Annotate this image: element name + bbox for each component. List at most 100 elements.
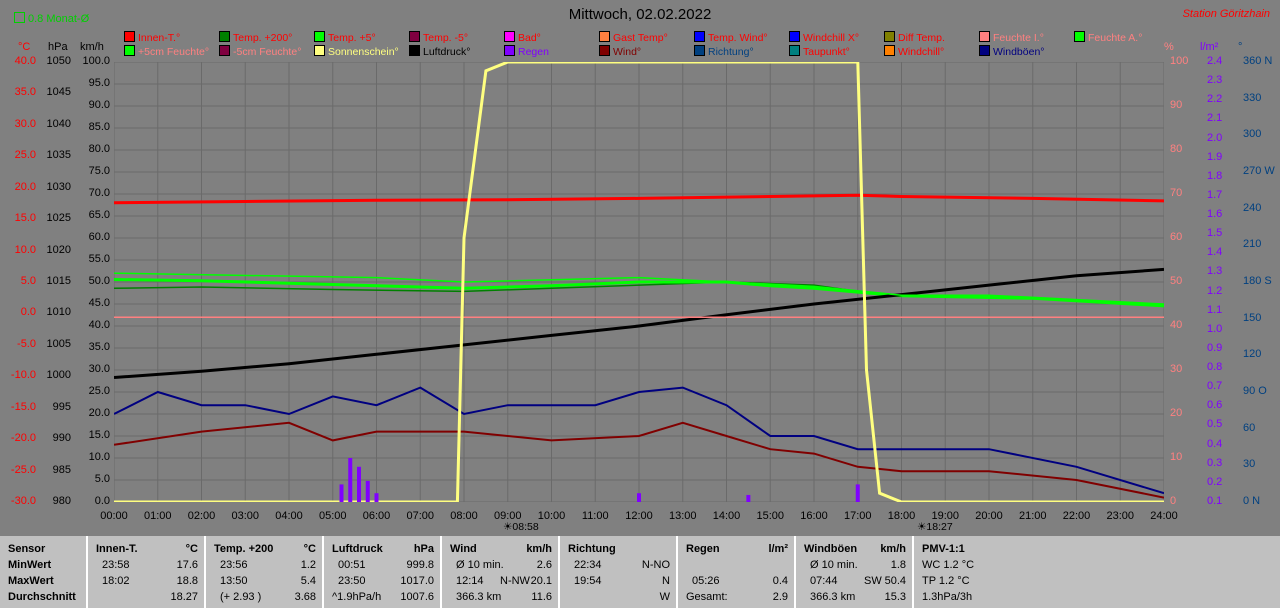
stats-time: Ø 10 min. (810, 559, 858, 571)
direction-tick: 210 (1243, 238, 1262, 251)
stats-direction: SW (864, 575, 882, 587)
legend-item: Richtung° (694, 45, 754, 58)
stats-header: Innen-T. (96, 543, 138, 555)
stats-note: 366.3 km (810, 591, 856, 603)
legend-swatch (599, 45, 610, 56)
legend-label: Richtung° (708, 46, 754, 58)
rain-tick: 0.1 (1207, 495, 1223, 507)
rain-bar (339, 484, 344, 502)
stats-value: 999.8 (406, 559, 434, 571)
wind-axis-unit: km/h (80, 41, 104, 53)
x-tick: 23:00 (1106, 510, 1135, 522)
wind-tick: 85.0 (88, 121, 110, 133)
stats-value: 17.6 (176, 559, 198, 571)
legend-item: Windchill° (884, 45, 944, 58)
wind-tick: 95.0 (88, 77, 110, 89)
legend-item: Windböen° (979, 45, 1044, 58)
legend-label: Feuchte A.° (1088, 32, 1143, 44)
legend-item: Temp. +5° (314, 31, 376, 44)
legend-label: Feuchte I.° (993, 32, 1044, 44)
legend-item: Temp. Wind° (694, 31, 768, 44)
moon-average-label: 0.8 Monat-Ø (14, 12, 89, 25)
legend-item: Taupunkt° (789, 45, 850, 58)
rain-bar (365, 480, 370, 502)
stats-value: 11.6 (531, 591, 552, 603)
stats-value: 1.2 (300, 559, 316, 571)
legend-label: Temp. -5° (423, 32, 469, 44)
x-tick: 02:00 (187, 510, 216, 522)
legend-item: Feuchte I.° (979, 31, 1044, 44)
legend-swatch (504, 45, 515, 56)
stats-value: 18.8 (176, 575, 198, 587)
stats-header: Wind (450, 543, 477, 555)
legend-swatch (694, 31, 705, 42)
legend-swatch (599, 31, 610, 42)
humidity-axis-unit: % (1164, 41, 1174, 53)
stats-row-label: MinWert (8, 559, 52, 571)
temp-tick: 20.0 (14, 180, 36, 193)
x-tick: 13:00 (668, 510, 697, 522)
stats-header: Sensor (8, 543, 46, 555)
stats-value: 50.4 (884, 575, 906, 587)
x-tick: 10:00 (537, 510, 566, 522)
direction-tick: 60 (1243, 421, 1256, 434)
stats-time: 23:50 (338, 575, 366, 587)
stats-unit: °C (185, 543, 198, 555)
direction-tick: 360 N (1243, 55, 1273, 67)
humidity-tick: 60 (1170, 231, 1183, 243)
legend-label: Temp. +5° (328, 32, 376, 44)
pressure-tick: 1000 (46, 369, 71, 382)
series-layer (114, 62, 1164, 502)
legend-item: Temp. +200° (219, 31, 292, 44)
direction-tick: 270 W (1243, 165, 1275, 177)
humidity-tick: 100 (1170, 55, 1189, 67)
direction-tick: 150 (1243, 311, 1262, 324)
stats-time: 12:14 (456, 575, 484, 587)
stats-row-label: MaxWert (8, 575, 54, 587)
wind-tick: 75.0 (88, 165, 110, 177)
rain-tick: 1.7 (1207, 188, 1223, 201)
legend-item: Gast Temp° (599, 31, 668, 44)
stats-value: 2.6 (536, 559, 552, 571)
stats-value: WC 1.2 °C (922, 559, 975, 571)
legend-label: Windböen° (993, 46, 1045, 58)
wind-tick: 70.0 (88, 187, 110, 199)
x-tick: 05:00 (318, 510, 347, 522)
stats-direction: N-NW (500, 575, 530, 587)
stats-time: 23:58 (102, 559, 130, 571)
x-tick: 07:00 (406, 510, 435, 522)
stats-value: 1.3hPa/3h (922, 591, 973, 603)
x-tick: 20:00 (975, 510, 1003, 522)
stats-unit: km/h (880, 543, 906, 555)
stats-col-innen: Innen-T. °C 23:58 17.6 18:02 18.8 18.27 (86, 536, 204, 608)
stats-header: Richtung (568, 543, 616, 555)
x-tick: 06:00 (362, 510, 391, 522)
wind-tick: 25.0 (88, 385, 110, 397)
station-name: Station Göritzhain (1182, 8, 1270, 20)
rain-tick: 0.4 (1207, 437, 1223, 450)
stats-time: 23:56 (220, 559, 248, 571)
stats-unit: °C (303, 543, 316, 555)
stats-value: 18.27 (170, 591, 198, 603)
wind-tick: 100.0 (82, 55, 110, 67)
pressure-tick: 995 (52, 400, 71, 413)
direction-tick: 120 (1243, 348, 1262, 361)
legend-label: Windchill° (898, 46, 945, 58)
rain-tick: 1.6 (1207, 208, 1223, 221)
stats-time: Ø 10 min. (456, 559, 504, 571)
temp-tick: 25.0 (14, 149, 36, 162)
x-tick: 09:00 (493, 510, 522, 522)
rain-tick: 1.9 (1207, 150, 1223, 163)
legend-swatch (314, 45, 325, 56)
legend-item: Temp. -5° (409, 31, 468, 44)
rain-tick: 0.7 (1207, 380, 1223, 393)
humidity-tick: 40 (1170, 319, 1183, 331)
pressure-tick: 1005 (46, 337, 71, 350)
chart-title: Mittwoch, 02.02.2022 (568, 6, 712, 23)
x-tick: 15:00 (756, 510, 785, 522)
stats-unit: km/h (526, 543, 552, 555)
wind-tick: 65.0 (88, 209, 110, 221)
pressure-tick: 1045 (46, 86, 71, 99)
stats-value: 1007.6 (400, 591, 434, 603)
temp-tick: -20.0 (10, 432, 36, 445)
